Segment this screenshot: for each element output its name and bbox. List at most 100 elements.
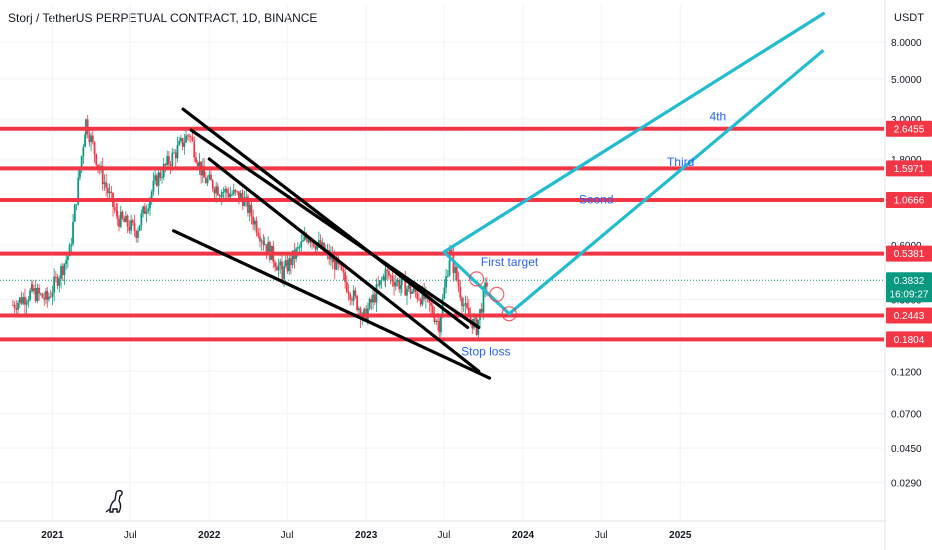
candle-body <box>450 249 453 254</box>
candle-body <box>255 220 258 233</box>
candle-body <box>484 282 487 289</box>
candle-body <box>161 177 163 179</box>
candle-body <box>93 141 96 155</box>
dinosaur-icon[interactable] <box>104 488 126 520</box>
x-tick-label: Jul <box>438 530 451 541</box>
target-circle <box>501 306 517 322</box>
candle-body <box>49 296 52 298</box>
candle-body <box>435 320 438 323</box>
candle-body <box>103 182 106 185</box>
candle-body <box>108 191 111 194</box>
candle-body <box>452 253 455 273</box>
x-tick-label: 2024 <box>512 530 535 541</box>
price-level-badge-label: 1.0666 <box>894 196 925 207</box>
candle-body <box>421 289 424 305</box>
candle-body <box>88 134 91 143</box>
price-unit-label[interactable]: USDT <box>894 12 924 24</box>
candle-body <box>448 260 451 276</box>
candle-body <box>65 260 68 264</box>
projection-path <box>442 49 825 316</box>
candle-body <box>180 138 182 141</box>
x-tick-label: 2021 <box>41 530 64 541</box>
candle-body <box>409 284 412 294</box>
candle-body <box>196 162 199 167</box>
candle-body <box>137 230 139 238</box>
candle-body <box>77 177 80 205</box>
candle-body <box>464 303 467 305</box>
candle-body <box>130 220 132 231</box>
candle-body <box>231 194 233 195</box>
candle-body <box>394 282 397 287</box>
candle-body <box>363 309 365 316</box>
candle-body <box>118 218 120 227</box>
candle-body <box>183 142 186 147</box>
countdown-label: 16:09:27 <box>890 289 929 300</box>
candle-body <box>115 209 118 212</box>
candle-body <box>433 314 436 323</box>
candle-body <box>268 242 271 260</box>
candle-body <box>323 242 325 252</box>
candle-body <box>296 247 299 249</box>
candle-body <box>400 277 403 286</box>
candle-body <box>311 241 313 243</box>
candle-body <box>224 188 227 193</box>
candle-body <box>73 205 76 222</box>
chart-title: Storj / TetherUS PERPETUAL CONTRACT, 1D,… <box>8 11 318 25</box>
candle-body <box>260 240 263 242</box>
candle-body <box>440 316 442 333</box>
candle-body <box>445 276 447 288</box>
current-price-label: 0.3832 <box>894 276 925 287</box>
candle-body <box>142 206 145 214</box>
candle-body <box>284 260 287 267</box>
candle-body <box>265 244 268 252</box>
candle-body <box>302 240 304 242</box>
candle-body <box>203 166 206 178</box>
price-level-badge <box>886 160 932 177</box>
candle-body <box>382 276 385 280</box>
candle-body <box>46 290 49 300</box>
projection-upper-line <box>442 12 826 254</box>
candle-body <box>431 305 434 315</box>
candle-body <box>462 304 465 307</box>
annotation-label: Stop loss <box>461 344 510 358</box>
candle-body <box>24 296 26 305</box>
candle-body <box>18 297 21 303</box>
candle-body <box>121 211 124 219</box>
candle-body <box>72 221 74 245</box>
candle-body <box>480 308 483 313</box>
candle-body <box>113 207 116 210</box>
candle-body <box>162 163 165 178</box>
candle-body <box>101 165 104 185</box>
price-level-badge-label: 2.6455 <box>894 124 925 135</box>
candle-body <box>97 164 99 168</box>
price-level-badge <box>886 245 932 262</box>
candle-body <box>312 241 315 247</box>
candle-body <box>33 288 35 292</box>
candle-body <box>29 290 31 300</box>
x-tick-label: 2025 <box>669 530 692 541</box>
candle-body <box>357 308 360 311</box>
candle-body <box>368 298 371 309</box>
candle-body <box>419 299 422 305</box>
candle-body <box>169 164 172 166</box>
candle-body <box>238 191 240 201</box>
candle-body <box>193 140 196 158</box>
y-tick-label: 3.0000 <box>891 115 922 126</box>
target-circle <box>468 271 485 287</box>
x-tick-label: Jul <box>124 530 137 541</box>
candle-body <box>110 191 113 193</box>
candle-body <box>279 261 282 266</box>
trend-line <box>207 157 481 373</box>
candle-body <box>106 187 109 194</box>
candle-body <box>178 140 181 146</box>
x-tick-label: 2022 <box>198 530 221 541</box>
candle-body <box>247 196 249 213</box>
candle-body <box>220 192 223 198</box>
candle-body <box>347 291 350 295</box>
grid <box>0 4 884 520</box>
candle-body <box>45 290 47 300</box>
candle-body <box>245 196 248 198</box>
candle-body <box>34 288 37 301</box>
